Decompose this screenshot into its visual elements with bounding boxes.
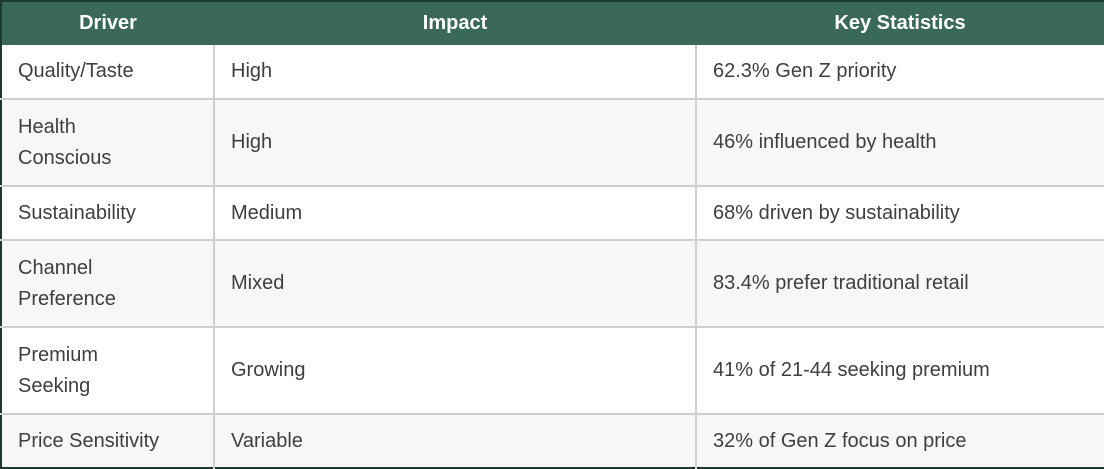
cell-impact: High: [213, 98, 696, 186]
cell-impact: High: [213, 45, 696, 99]
table-row: Price Sensitivity Variable 32% of Gen Z …: [1, 413, 1104, 468]
cell-driver: Quality/Taste: [18, 60, 134, 82]
cell-driver: Price Sensitivity: [1, 413, 214, 468]
table-row: Channel Preference Mixed 83.4% prefer tr…: [1, 239, 1104, 327]
cell-driver: Premium Seeking: [1, 326, 214, 414]
cell-impact: Mixed: [213, 239, 696, 327]
cell-driver: Sustainability: [1, 185, 214, 240]
column-header-key-statistics: Key Statistics: [696, 1, 1104, 45]
cell-driver: Health Conscious: [1, 98, 214, 186]
table-header-row: Driver Impact Key Statistics: [1, 1, 1104, 45]
cell-key-statistic: 62.3% Gen Z priority: [695, 45, 1104, 99]
table-row: Premium Seeking Growing 41% of 21-44 see…: [1, 326, 1104, 414]
table-row: Sustainability Medium 68% driven by sust…: [1, 185, 1104, 240]
cell-impact: Growing: [213, 326, 696, 414]
table-row: Health Conscious High 46% influenced by …: [1, 98, 1104, 186]
cell-impact: Medium: [213, 185, 696, 240]
cell-impact: Variable: [213, 413, 696, 468]
cell-key-statistic: 46% influenced by health: [695, 98, 1104, 186]
cell-key-statistic: 32% of Gen Z focus on price: [695, 413, 1104, 468]
column-header-driver: Driver: [1, 1, 214, 45]
column-header-impact: Impact: [214, 1, 696, 45]
cell-key-statistic: 83.4% prefer traditional retail: [695, 239, 1104, 327]
cell-driver: Channel Preference: [1, 239, 214, 327]
cell-key-statistic: 68% driven by sustainability: [695, 185, 1104, 240]
table-row: Quality/Taste High 62.3% Gen Z priority: [1, 45, 1104, 99]
cell-key-statistic: 41% of 21-44 seeking premium: [695, 326, 1104, 414]
